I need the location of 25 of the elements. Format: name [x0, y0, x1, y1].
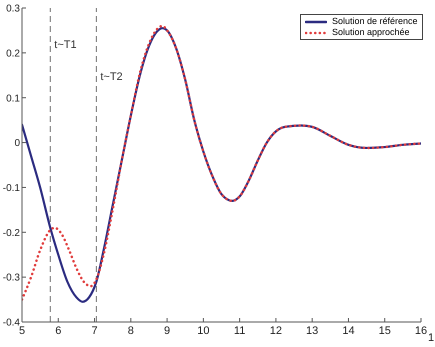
ref-line-label: t~T1 [54, 39, 77, 51]
x-tick-label: 11 [234, 324, 246, 337]
x-tick-label: 7 [91, 324, 98, 337]
y-tick-label: -0.1 [2, 182, 20, 194]
x-axis-title: 1 [428, 332, 434, 344]
x-tick-label: 8 [128, 324, 134, 337]
x-tick-label: 12 [270, 324, 282, 337]
y-tick-label: -0.4 [2, 318, 20, 329]
y-tick-label: 0.3 [6, 4, 20, 15]
y-tick-label: -0.2 [2, 228, 20, 239]
y-tick-label: 0.2 [6, 48, 20, 60]
y-tick-label: -0.3 [2, 272, 20, 284]
legend-label: Solution approchée [332, 27, 410, 38]
x-tick-label: 13 [306, 324, 318, 337]
ref-line-label: t~T2 [100, 71, 123, 83]
x-tick-label: 9 [164, 324, 170, 337]
x-tick-label: 6 [55, 324, 62, 337]
x-tick-label: 16 [414, 324, 428, 337]
x-tick-label: 15 [378, 324, 391, 337]
x-tick-label: 10 [197, 324, 210, 337]
x-tick-label: 5 [18, 324, 26, 337]
y-tick-label: 0.1 [6, 93, 20, 104]
y-tick-label: 0 [14, 138, 20, 150]
legend-label: Solution de référence [332, 16, 418, 27]
x-tick-label: 14 [342, 324, 355, 337]
